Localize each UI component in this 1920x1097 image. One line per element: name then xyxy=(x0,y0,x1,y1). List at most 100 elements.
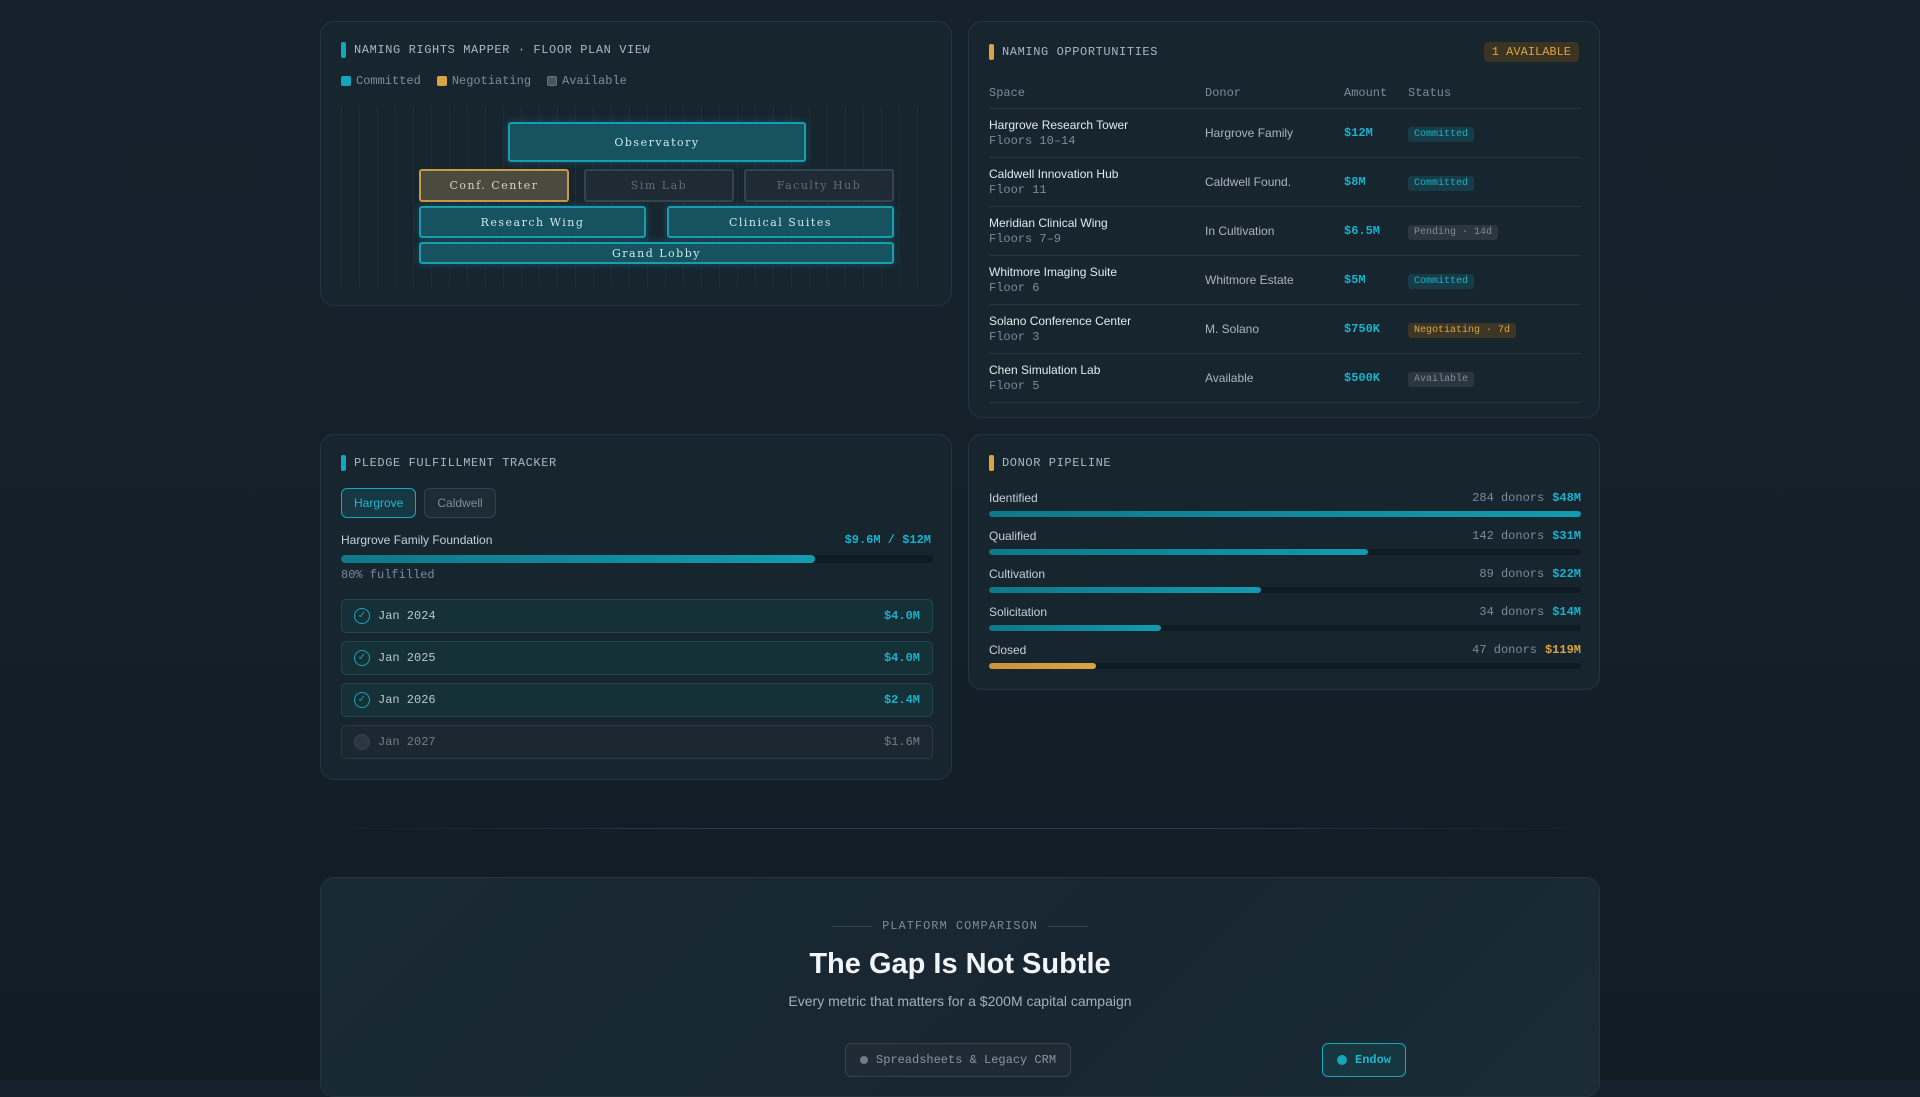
room-observatory[interactable]: Observatory xyxy=(508,122,806,162)
legend-committed: Committed xyxy=(341,74,421,88)
status-badge: Available xyxy=(1408,372,1475,387)
stage-fill xyxy=(989,663,1096,669)
legend-swatch xyxy=(547,76,558,86)
installment-date: Jan 2026 xyxy=(378,693,436,707)
installment-amount: $4.0M xyxy=(883,651,920,665)
installment-date: Jan 2024 xyxy=(378,609,436,623)
endow-pill[interactable]: Endow xyxy=(1322,1043,1407,1077)
amount: $500K xyxy=(1344,353,1408,403)
column-space: Space xyxy=(989,78,1205,109)
room-clinical-suites[interactable]: Clinical Suites xyxy=(667,206,894,238)
stage-amount: $48M xyxy=(1552,491,1581,505)
stage-name: Solicitation xyxy=(989,605,1048,619)
installment-row[interactable]: ✓ Jan 2026 $2.4M xyxy=(341,683,933,717)
stage-track xyxy=(989,549,1581,555)
available-count-badge: 1 AVAILABLE xyxy=(1483,42,1579,62)
pipeline-stage[interactable]: Cultivation 89 donors $22M xyxy=(989,567,1581,593)
stage-fill xyxy=(989,549,1368,555)
installment-amount: $2.4M xyxy=(883,693,920,707)
section-divider xyxy=(320,828,1600,829)
donor-name: M. Solano xyxy=(1205,304,1344,354)
pledge-title: PLEDGE FULFILLMENT TRACKER xyxy=(354,456,557,470)
stage-count: 142 donors xyxy=(1472,529,1545,543)
pledge-total: $9.6M / $12M xyxy=(844,533,931,547)
room-grand-lobby[interactable]: Grand Lobby xyxy=(419,242,894,264)
installment-amount: $1.6M xyxy=(883,735,920,749)
check-icon: ✓ xyxy=(354,650,370,666)
status-badge: Committed xyxy=(1408,127,1475,142)
pledge-tracker-panel: PLEDGE FULFILLMENT TRACKER Hargrove Cald… xyxy=(320,434,952,780)
stage-fill xyxy=(989,625,1161,631)
floor-plan-legend: Committed Negotiating Available xyxy=(341,74,627,88)
naming-opportunities-panel: NAMING OPPORTUNITIES 1 AVAILABLE Space D… xyxy=(968,21,1600,418)
donor-name: Available xyxy=(1205,353,1344,403)
stage-name: Qualified xyxy=(989,529,1037,543)
amount: $5M xyxy=(1344,255,1408,305)
tab-hargrove[interactable]: Hargrove xyxy=(341,488,417,518)
installment-row[interactable]: Jan 2027 $1.6M xyxy=(341,725,933,759)
accent-bar xyxy=(989,44,994,60)
installment-row[interactable]: ✓ Jan 2025 $4.0M xyxy=(341,641,933,675)
donor-name: Whitmore Estate xyxy=(1205,255,1344,305)
kicker-line xyxy=(832,925,873,927)
comparison-kicker: PLATFORM COMPARISON xyxy=(321,919,1599,933)
pipeline-stage[interactable]: Closed 47 donors $119M xyxy=(989,643,1581,669)
platform-comparison-section: PLATFORM COMPARISON The Gap Is Not Subtl… xyxy=(320,877,1600,1097)
legacy-crm-pill[interactable]: Spreadsheets & Legacy CRM xyxy=(845,1043,1072,1077)
legacy-label: Spreadsheets & Legacy CRM xyxy=(876,1053,1057,1067)
space-name: Whitmore Imaging Suite xyxy=(989,264,1118,279)
table-row[interactable]: Whitmore Imaging Suite Floor 6 Whitmore E… xyxy=(989,255,1581,305)
stage-count: 284 donors xyxy=(1472,491,1545,505)
stage-track xyxy=(989,625,1581,631)
table-row[interactable]: Solano Conference Center Floor 3 M. Solan… xyxy=(989,304,1581,354)
status-badge: Committed xyxy=(1408,176,1475,191)
pipeline-stage[interactable]: Solicitation 34 donors $14M xyxy=(989,605,1581,631)
floor-plan-panel: NAMING RIGHTS MAPPER · FLOOR PLAN VIEW C… xyxy=(320,21,952,306)
stage-name: Identified xyxy=(989,491,1038,505)
space-floor: Floor 3 xyxy=(989,329,1040,344)
room-sim-lab[interactable]: Sim Lab xyxy=(584,169,734,202)
room-research-wing[interactable]: Research Wing xyxy=(419,206,646,238)
space-floor: Floors 7–9 xyxy=(989,231,1062,246)
endow-label: Endow xyxy=(1355,1053,1392,1067)
opportunities-title: NAMING OPPORTUNITIES xyxy=(1002,45,1159,59)
donor-name: In Cultivation xyxy=(1205,206,1344,256)
stage-track xyxy=(989,587,1581,593)
pipeline-stage[interactable]: Identified 284 donors $48M xyxy=(989,491,1581,517)
stage-track xyxy=(989,511,1581,517)
column-status: Status xyxy=(1408,78,1581,109)
pledge-progress-track xyxy=(341,555,933,563)
comparison-kicker-text: PLATFORM COMPARISON xyxy=(882,919,1038,933)
stage-amount: $119M xyxy=(1544,643,1581,657)
installment-row[interactable]: ✓ Jan 2024 $4.0M xyxy=(341,599,933,633)
pipeline-stage[interactable]: Qualified 142 donors $31M xyxy=(989,529,1581,555)
donor-name: Hargrove Family xyxy=(1205,108,1344,158)
pipeline-title: DONOR PIPELINE xyxy=(1002,456,1112,470)
table-row[interactable]: Meridian Clinical Wing Floors 7–9 In Cult… xyxy=(989,206,1581,256)
tab-caldwell[interactable]: Caldwell xyxy=(424,488,496,518)
donor-name: Caldwell Found. xyxy=(1205,157,1344,207)
check-icon: ✓ xyxy=(354,608,370,624)
amount: $12M xyxy=(1344,108,1408,158)
legend-swatch xyxy=(341,76,351,86)
pledge-donor-name: Hargrove Family Foundation xyxy=(341,533,493,547)
status-badge: Committed xyxy=(1408,274,1475,289)
table-row[interactable]: Hargrove Research Tower Floors 10–14 Harg… xyxy=(989,108,1581,158)
stage-name: Cultivation xyxy=(989,567,1046,581)
legend-swatch xyxy=(436,76,447,86)
status-badge: Negotiating · 7d xyxy=(1408,323,1517,338)
legend-available: Available xyxy=(547,74,627,88)
space-name: Caldwell Innovation Hub xyxy=(989,166,1119,181)
amount: $6.5M xyxy=(1344,206,1408,256)
room-conf-center[interactable]: Conf. Center xyxy=(419,169,569,202)
space-name: Meridian Clinical Wing xyxy=(989,215,1108,230)
pipeline-header: DONOR PIPELINE xyxy=(989,455,1111,471)
floor-plan-title: NAMING RIGHTS MAPPER · FLOOR PLAN VIEW xyxy=(354,43,651,57)
dot-icon xyxy=(1337,1055,1347,1065)
amount: $750K xyxy=(1344,304,1408,354)
table-row[interactable]: Chen Simulation Lab Floor 5 Available $50… xyxy=(989,353,1581,403)
room-faculty-hub[interactable]: Faculty Hub xyxy=(744,169,894,202)
pledge-summary: Hargrove Family Foundation $9.6M / $12M xyxy=(341,533,931,547)
table-header-row: Space Donor Amount Status xyxy=(989,78,1581,109)
table-row[interactable]: Caldwell Innovation Hub Floor 11 Caldwell… xyxy=(989,157,1581,207)
